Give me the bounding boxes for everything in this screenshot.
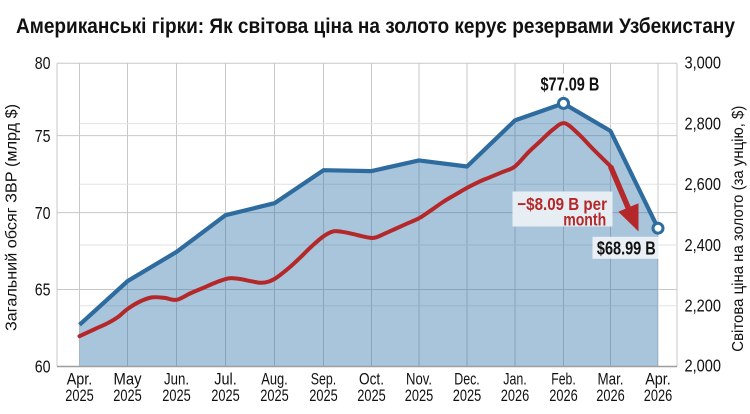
svg-text:May: May [114,371,143,389]
svg-text:2,400: 2,400 [685,235,722,255]
svg-text:60: 60 [35,357,51,377]
svg-text:Feb.: Feb. [551,371,576,389]
svg-text:Apr.: Apr. [645,371,671,389]
svg-text:Jul.: Jul. [214,371,237,389]
svg-text:75: 75 [35,126,51,146]
svg-text:2025: 2025 [162,387,191,405]
svg-text:2,800: 2,800 [685,113,722,133]
svg-text:Jun.: Jun. [164,371,189,389]
svg-text:2025: 2025 [65,387,94,405]
svg-text:2025: 2025 [260,387,289,405]
svg-text:Apr.: Apr. [67,371,93,389]
svg-text:−$8.09 B per: −$8.09 B per [517,194,607,214]
svg-text:2,200: 2,200 [685,296,722,316]
svg-text:2025: 2025 [309,387,338,405]
svg-text:Jan.: Jan. [503,371,527,389]
svg-text:Oct.: Oct. [359,371,384,389]
svg-text:2025: 2025 [211,387,240,405]
svg-text:Nov.: Nov. [406,371,432,389]
svg-text:2,000: 2,000 [685,355,722,375]
svg-text:$77.09 B: $77.09 B [541,73,600,94]
svg-text:3,000: 3,000 [685,52,722,72]
svg-text:2025: 2025 [453,387,482,405]
svg-text:Aug.: Aug. [261,371,288,389]
svg-text:month: month [563,209,606,229]
svg-text:2026: 2026 [501,387,530,405]
svg-text:80: 80 [35,53,51,73]
svg-text:2026: 2026 [644,387,673,405]
svg-text:2025: 2025 [113,387,142,405]
svg-text:65: 65 [35,280,51,300]
svg-text:2025: 2025 [357,387,386,405]
svg-text:Загальний обсяг ЗВР (млрд $): Загальний обсяг ЗВР (млрд $) [4,104,21,331]
svg-text:Mar.: Mar. [598,371,624,389]
svg-text:Dec.: Dec. [454,371,480,389]
svg-text:Sep.: Sep. [311,371,337,389]
svg-text:70: 70 [35,203,51,223]
svg-text:Світова ціна на золото (за унц: Світова ціна на золото (за унцію, $) [730,106,747,352]
svg-text:Американські гірки: Як світова: Американські гірки: Як світова ціна на з… [16,13,735,38]
svg-text:2026: 2026 [596,387,625,405]
svg-text:2,600: 2,600 [685,174,722,194]
svg-text:$68.99 B: $68.99 B [597,237,656,258]
svg-text:2025: 2025 [405,387,434,405]
svg-text:2026: 2026 [549,387,578,405]
